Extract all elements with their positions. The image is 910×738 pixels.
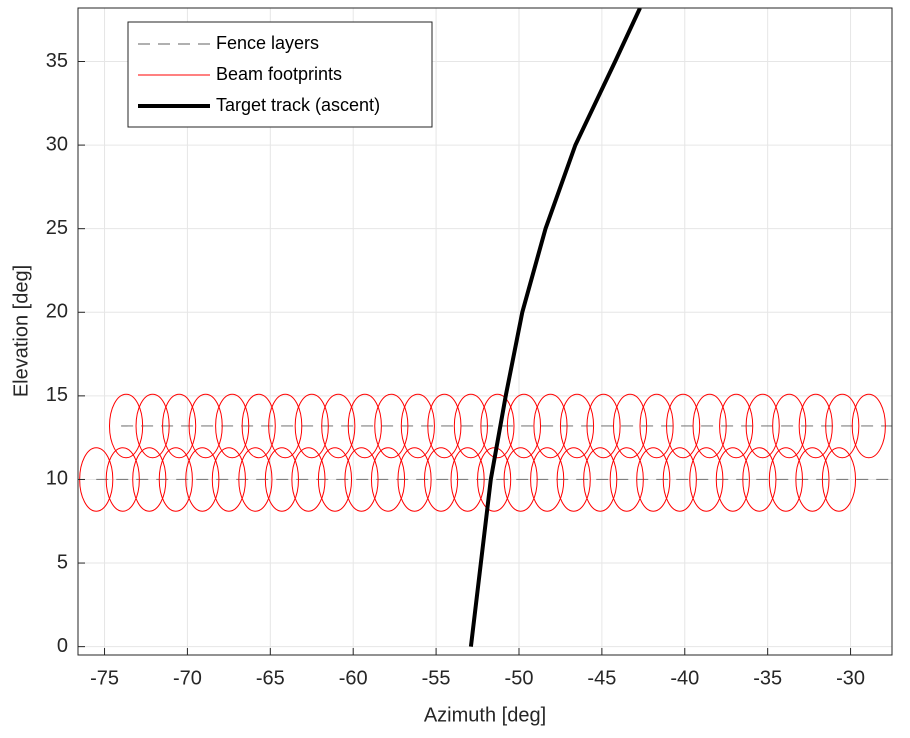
beam-footprint [768, 447, 803, 512]
beam-footprint [294, 393, 329, 459]
y-tick-label: 25 [46, 217, 68, 239]
beam-footprint [662, 447, 697, 512]
y-tick-label: 0 [57, 635, 68, 657]
legend-label: Target track (ascent) [216, 95, 380, 115]
x-tick-label: -35 [753, 667, 782, 689]
beam-footprint [400, 393, 435, 459]
beam-footprint [397, 447, 432, 512]
x-tick-label: -70 [173, 667, 202, 689]
beam-footprint [321, 393, 356, 459]
beam-footprint [135, 393, 170, 459]
beam-footprint [609, 447, 644, 512]
beam-footprint [291, 447, 326, 512]
x-tick-label: -50 [505, 667, 534, 689]
beam-footprint [347, 393, 382, 459]
beam-footprint [188, 393, 223, 459]
beam-footprint [533, 393, 568, 459]
beam-footprint [211, 447, 246, 512]
x-tick-label: -45 [587, 667, 616, 689]
legend-label: Beam footprints [216, 64, 342, 84]
y-tick-label: 5 [57, 551, 68, 573]
beam-footprint [370, 447, 406, 512]
y-tick-label: 20 [46, 301, 68, 323]
beam-footprint [719, 393, 754, 459]
beam-footprint [795, 447, 830, 512]
beam-footprint [612, 393, 648, 459]
beam-footprint [825, 393, 860, 459]
beam-footprint [639, 393, 674, 459]
beam-footprint [506, 393, 542, 459]
beam-footprint [480, 393, 515, 459]
beam-footprint [477, 447, 512, 512]
y-tick-label: 10 [46, 468, 68, 490]
beam-footprint [745, 393, 780, 459]
beam-footprint [742, 447, 777, 512]
y-axis-label: Elevation [deg] [10, 265, 32, 397]
beam-footprint [264, 447, 299, 512]
beam-footprint [108, 393, 144, 459]
beam-footprint [423, 447, 459, 512]
x-tick-label: -75 [90, 667, 119, 689]
beam-footprint [715, 447, 750, 512]
beam-footprint [453, 393, 488, 459]
beam-footprint [689, 447, 724, 512]
beam-footprint [583, 447, 618, 512]
beam-footprint [450, 447, 485, 512]
x-tick-label: -30 [836, 667, 865, 689]
x-tick-label: -55 [422, 667, 451, 689]
beam-footprint [317, 447, 353, 512]
beam-footprint [268, 393, 303, 459]
beam-footprint [556, 447, 591, 512]
x-axis-label: Azimuth [deg] [424, 704, 546, 726]
beam-footprint [162, 393, 197, 459]
y-tick-label: 15 [46, 384, 68, 406]
beam-footprint [666, 393, 701, 459]
beam-footprint [241, 393, 276, 459]
beam-footprint [105, 447, 140, 512]
beam-footprint [530, 447, 565, 512]
beam-footprint [851, 393, 886, 459]
x-tick-label: -40 [670, 667, 699, 689]
beam-footprint [772, 393, 807, 459]
beam-footprint [158, 447, 193, 512]
x-tick-label: -60 [339, 667, 368, 689]
beam-footprint [503, 447, 538, 512]
beam-footprint [427, 393, 462, 459]
beam-footprint [185, 447, 220, 512]
beam-footprint [798, 393, 833, 459]
beam-footprint [215, 393, 250, 459]
y-tick-label: 35 [46, 50, 68, 72]
y-tick-label: 30 [46, 133, 68, 155]
beam-footprint [132, 447, 167, 512]
x-tick-label: -65 [256, 667, 285, 689]
beam-footprint [344, 447, 379, 512]
beam-footprint [238, 447, 273, 512]
series-line [468, 8, 642, 647]
beam-footprint [821, 447, 857, 512]
axes-box [77, 7, 893, 656]
beam-footprint [586, 393, 621, 459]
beam-footprint [559, 393, 595, 459]
beam-footprint [636, 447, 671, 512]
beam-footprint [692, 393, 727, 459]
beam-footprint [374, 393, 409, 459]
legend-label: Fence layers [216, 33, 319, 53]
